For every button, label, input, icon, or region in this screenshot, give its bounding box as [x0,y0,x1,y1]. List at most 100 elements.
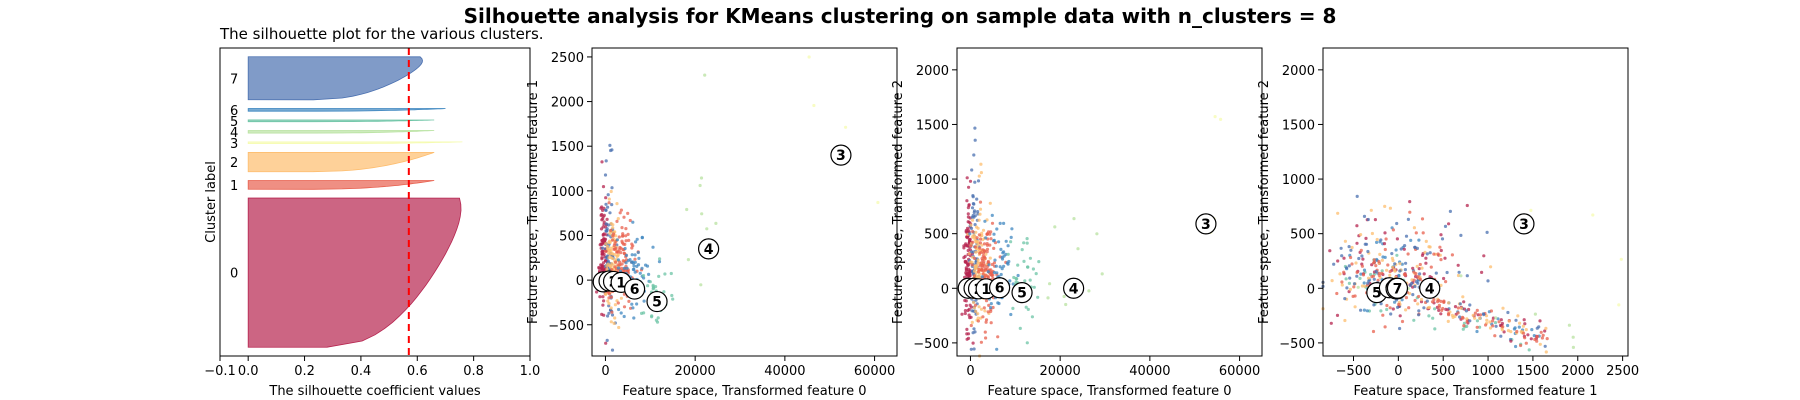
scatter-point [999,247,1003,251]
scatter-point [1009,235,1013,239]
scatter-point [969,315,973,319]
x-tick-label: 60000 [1219,364,1260,379]
scatter-point [617,325,621,330]
scatter-point [970,218,975,222]
x-tick-label: 20000 [674,364,715,379]
scatter-point [1398,269,1402,273]
scatter-point [975,240,979,244]
scatter-point [610,186,614,190]
scatter-point [615,219,619,223]
scatter-point [983,249,987,253]
scatter-point [982,306,986,310]
scatter-point [1538,342,1542,346]
scatter-point [1460,315,1465,319]
scatter-point [611,226,615,230]
silhouette-cluster-label: 6 [230,104,238,119]
scatter-point [1529,337,1533,341]
scatter-point [1523,322,1527,326]
x-tick-label: 0.6 [407,364,428,379]
scatter-point [610,203,614,207]
scatter-point [686,258,691,262]
scatter-point [1381,313,1385,317]
scatter-point [983,264,987,268]
scatter-point [1459,306,1463,310]
scatter-point [615,202,619,206]
cluster-center-label: 3 [1201,217,1211,233]
axes-frame [591,47,898,357]
scatter-point [964,259,968,264]
scatter-point [969,223,973,227]
scatter-point [602,252,606,256]
scatter-point [978,200,983,204]
scatter-point [1461,327,1465,331]
scatter-point [1404,234,1409,238]
scatter-point [631,267,636,272]
scatter-point [1362,214,1367,218]
scatter-point [1493,321,1498,325]
scatter-point [623,246,627,251]
scatter-point [998,265,1002,269]
scatter-point [980,243,984,247]
scatter-point [1360,284,1364,288]
scatter-point [642,276,646,280]
scatter-point [609,256,613,260]
scatter-point [1360,254,1364,258]
scatter-point [650,315,654,319]
scatter-point [991,305,995,310]
scatter-point [609,265,613,269]
scatter-point [607,292,612,296]
scatter-point [1420,217,1425,221]
scatter-point [1064,302,1068,307]
scatter-point [1353,294,1357,298]
scatter-point [633,257,637,261]
scatter-point [1448,209,1452,213]
scatter-point [966,212,970,216]
scatter-point [974,230,978,234]
scatter-point [663,272,667,276]
scatter-point [1530,328,1534,332]
scatter-point [1404,261,1408,265]
scatter-point [1440,308,1444,312]
scatter-point [1514,344,1518,349]
scatter-point [1352,285,1356,289]
scatter-point [610,238,615,242]
scatter-point [988,243,992,247]
scatter-point [1516,314,1520,318]
scatter-point [1400,262,1404,266]
scatter-point [970,206,975,210]
scatter-point [1432,252,1436,256]
x-tick-label: 0.4 [351,364,372,379]
scatter-point [1032,285,1036,289]
scatter-point [969,347,973,351]
scatter-point [983,309,987,313]
scatter-point [985,250,989,254]
scatter-point [1213,115,1217,119]
scatter-point [1443,256,1447,260]
scatter-point [606,259,611,264]
scatter-point [1398,326,1402,331]
scatter-point [617,248,621,252]
scatter-point [1402,247,1406,251]
scatter-point [990,273,994,277]
scatter-point [599,206,603,210]
scatter-point [987,263,991,267]
scatter-point [1519,330,1523,334]
scatter-point [1350,262,1354,266]
scatter-point [1016,273,1020,278]
scatter-point [619,251,623,255]
scatter-point [1515,329,1519,334]
scatter-point [966,228,970,232]
x-tick-label: 0 [601,364,609,379]
scatter-point [1443,224,1448,228]
scatter-point [1385,268,1389,272]
scatter-point [980,256,984,261]
scatter-point [971,250,975,254]
scatter-point [1421,231,1425,235]
x-axis-label: The silhouette coefficient values [268,384,480,399]
scatter-point [974,298,978,302]
scatter-point [1385,303,1389,308]
x-tick-label: 20000 [1039,364,1080,379]
scatter-point [1100,272,1104,276]
scatter-point [988,256,992,260]
